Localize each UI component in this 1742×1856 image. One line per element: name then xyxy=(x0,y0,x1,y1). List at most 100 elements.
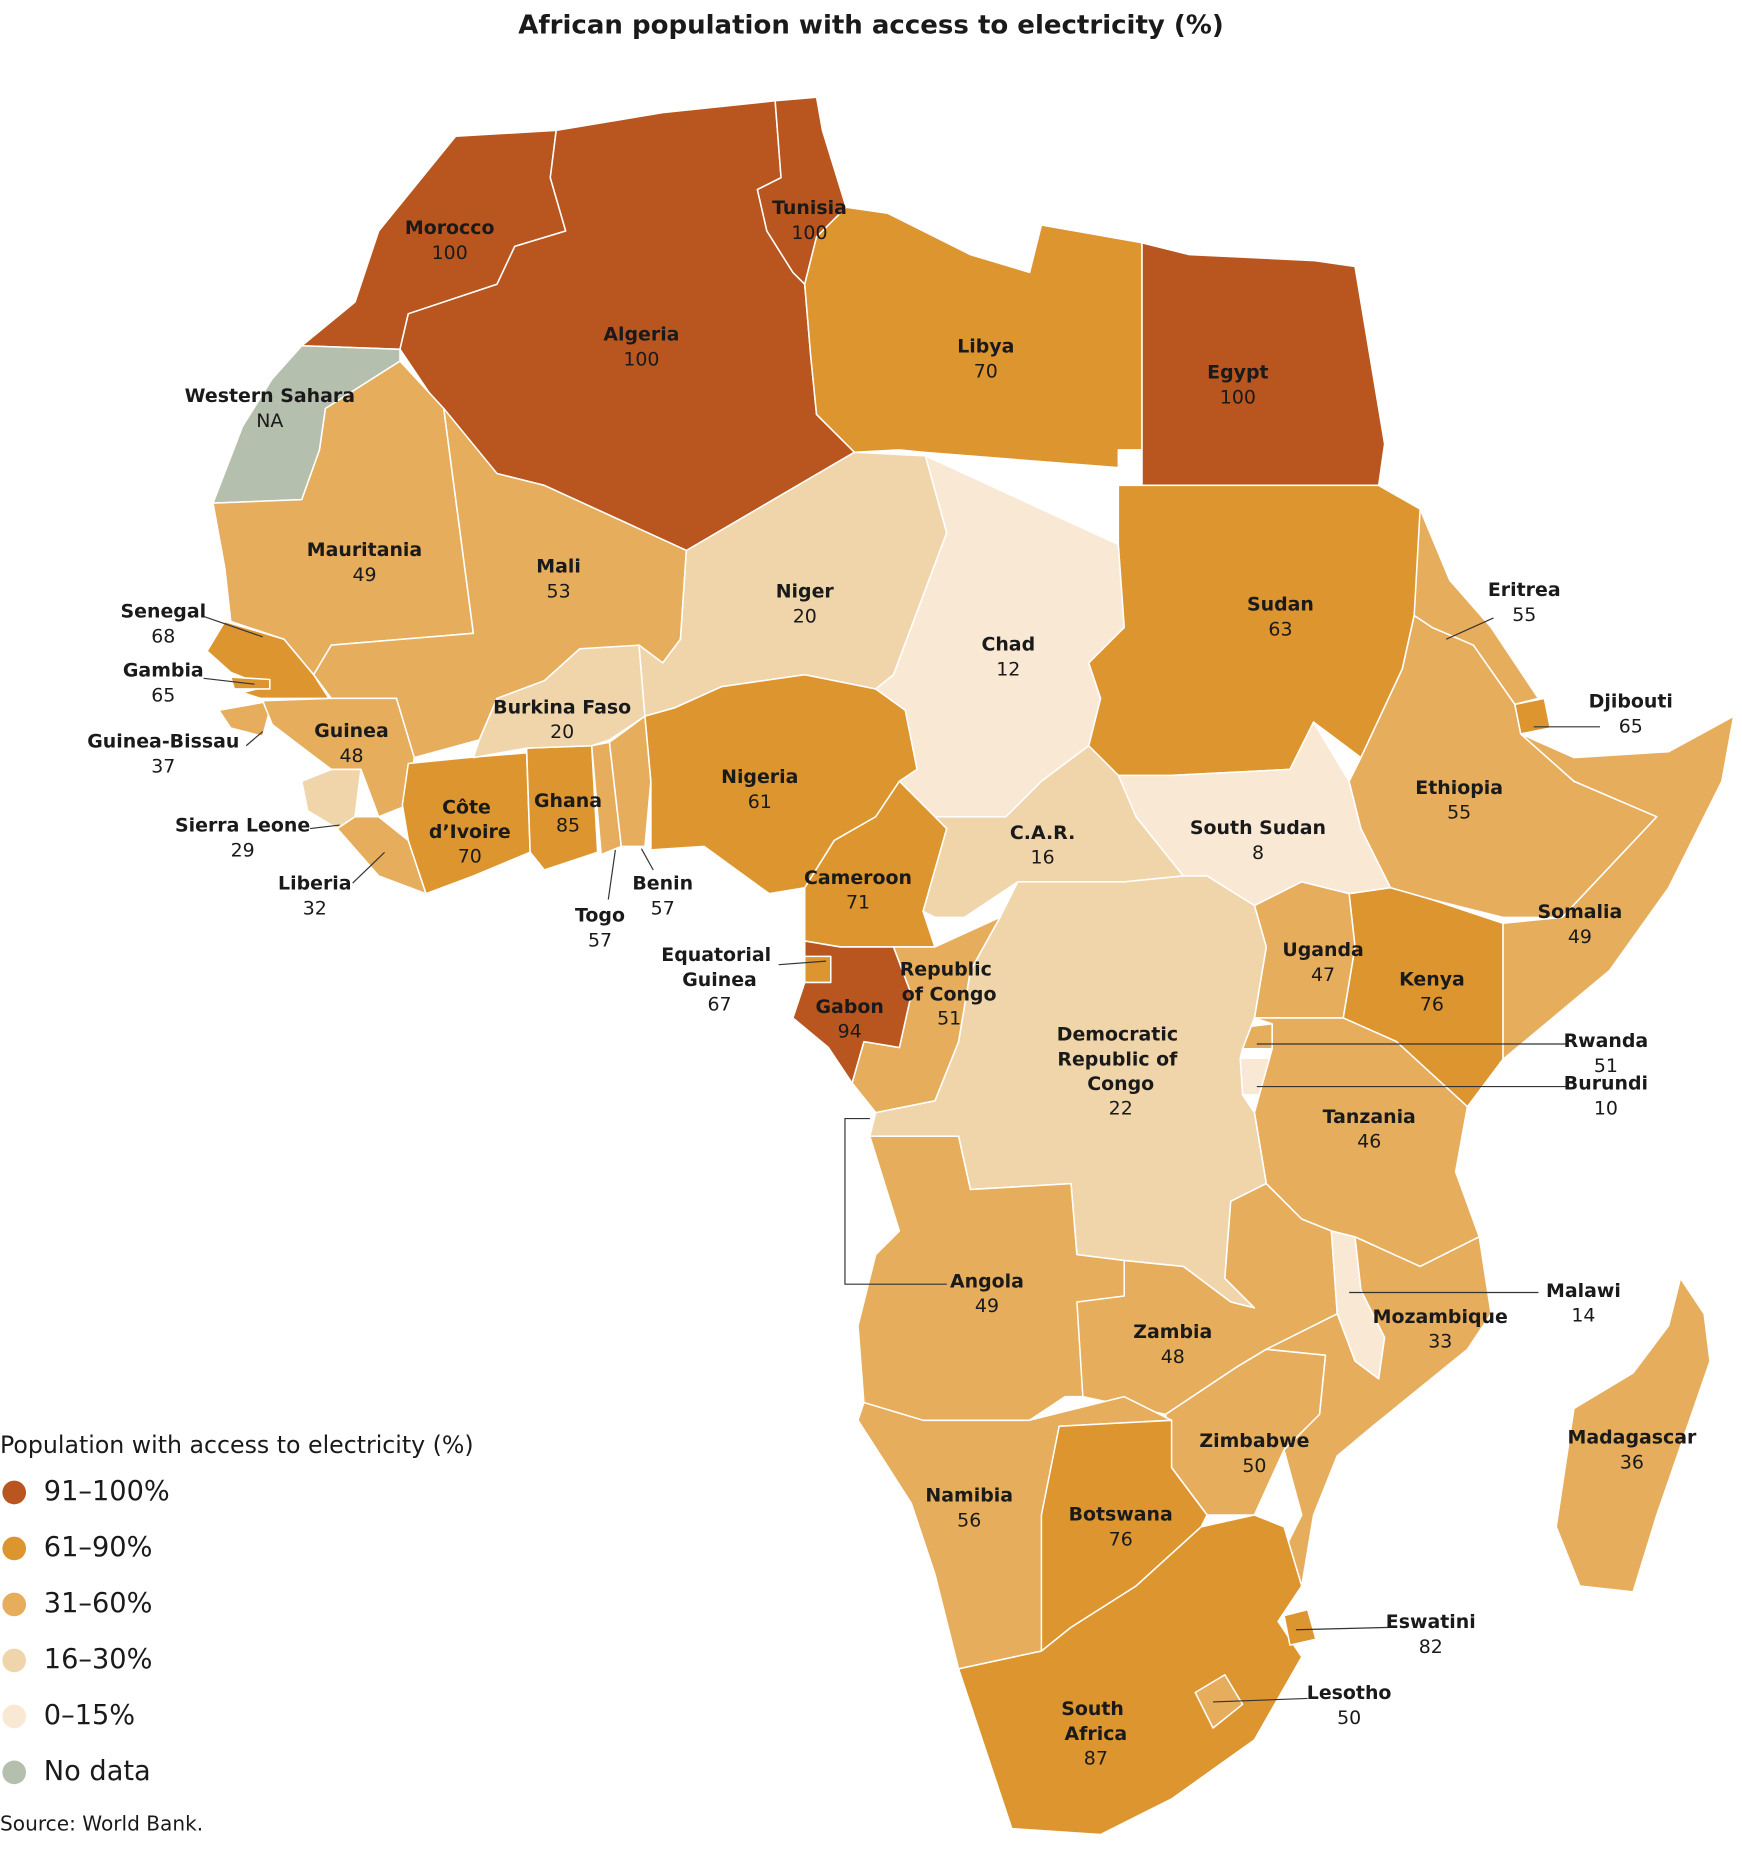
country-value: 57 xyxy=(588,930,612,952)
country-value: 94 xyxy=(838,1021,862,1043)
country-name: Republic of Congo xyxy=(900,958,999,1005)
country-name: Lesotho xyxy=(1307,1682,1392,1704)
country-name: Mozambique xyxy=(1373,1306,1508,1328)
country-value: 65 xyxy=(1619,715,1643,737)
country-name: Chad xyxy=(981,634,1035,656)
country-value: 55 xyxy=(1447,802,1471,824)
country-value: 53 xyxy=(547,580,571,602)
country-name: Sierra Leone xyxy=(175,815,310,837)
country xyxy=(803,955,832,984)
country-name: Côte d’Ivoire xyxy=(429,796,511,843)
country-name: Zimbabwe xyxy=(1199,1430,1309,1452)
country-name: Senegal xyxy=(121,601,207,623)
country-name: South Sudan xyxy=(1190,817,1326,839)
leader-line xyxy=(309,824,340,830)
country-value: 48 xyxy=(1161,1346,1185,1368)
country xyxy=(1555,1277,1711,1593)
country-name: Liberia xyxy=(278,873,352,895)
country-name: Ghana xyxy=(534,790,602,812)
legend-swatch xyxy=(2,1760,27,1785)
country-value: 65 xyxy=(151,685,175,707)
legend-label: 61–90% xyxy=(44,1532,153,1563)
country-name: Rwanda xyxy=(1564,1030,1649,1052)
leader-line xyxy=(778,960,827,966)
country-value: 47 xyxy=(1311,964,1335,986)
country-name: Niger xyxy=(776,580,835,602)
country-value: 67 xyxy=(707,993,731,1015)
country-name: Angola xyxy=(950,1270,1024,1292)
country-value: 70 xyxy=(458,845,482,867)
country-value: 87 xyxy=(1084,1747,1108,1769)
leader-line xyxy=(352,851,386,884)
country xyxy=(1265,1236,1492,1623)
legend-swatch xyxy=(2,1536,27,1561)
leader-line xyxy=(245,731,264,747)
country xyxy=(1502,715,1735,1061)
country-name: Burundi xyxy=(1564,1073,1648,1095)
country-value: 70 xyxy=(974,360,998,382)
country-name: South Africa xyxy=(1061,1698,1130,1745)
country-name: Burkina Faso xyxy=(493,696,631,718)
leader-line xyxy=(1445,617,1494,640)
legend-title: Population with access to electricity (%… xyxy=(0,1431,474,1459)
country-value: 57 xyxy=(651,898,675,920)
country-name: Togo xyxy=(575,905,625,927)
legend-swatch xyxy=(2,1592,27,1617)
country xyxy=(803,780,948,948)
country-value: 85 xyxy=(556,815,580,837)
leader-line xyxy=(1212,1697,1308,1703)
country xyxy=(1283,1608,1317,1646)
country-value: 76 xyxy=(1109,1528,1133,1550)
country-value: 68 xyxy=(151,625,175,647)
country-value: 12 xyxy=(996,659,1020,681)
country-value: 8 xyxy=(1252,842,1264,864)
country-value: 32 xyxy=(303,898,327,920)
leader-line xyxy=(640,848,654,871)
country-name: Algeria xyxy=(603,324,679,346)
country-name: Botswana xyxy=(1069,1503,1173,1525)
country-name: Madagascar xyxy=(1568,1427,1697,1449)
country-value: 100 xyxy=(623,348,659,370)
country-value: 49 xyxy=(352,564,376,586)
country-name: Eswatini xyxy=(1386,1611,1476,1633)
country xyxy=(206,620,330,700)
country-value: 37 xyxy=(151,756,175,778)
country-name: Democratic Republic of Congo xyxy=(1057,1023,1185,1095)
country-value: 14 xyxy=(1571,1305,1595,1327)
country-name: Uganda xyxy=(1282,939,1363,961)
country-value: 48 xyxy=(339,745,363,767)
country-value: 20 xyxy=(550,721,574,743)
country-value: 100 xyxy=(432,242,468,264)
country-name: Malawi xyxy=(1546,1280,1621,1302)
country-value: 50 xyxy=(1337,1707,1361,1729)
country-name: Sudan xyxy=(1247,593,1314,615)
country-name: Guinea-Bissau xyxy=(87,731,239,753)
country-value: 51 xyxy=(937,1008,961,1030)
country-value: 49 xyxy=(1568,926,1592,948)
chart-title: African population with access to electr… xyxy=(518,11,1224,41)
legend-swatch xyxy=(2,1704,27,1729)
country-value: 16 xyxy=(1031,847,1055,869)
country-value: 29 xyxy=(231,840,255,862)
country-name: Zambia xyxy=(1133,1321,1212,1343)
legend-label: No data xyxy=(44,1756,151,1787)
country-name: C.A.R. xyxy=(1010,822,1075,844)
country-name: Morocco xyxy=(405,217,495,239)
country-value: 36 xyxy=(1620,1451,1644,1473)
leader-line xyxy=(200,615,263,638)
country-name: Mauritania xyxy=(307,539,422,561)
country-name: Equatorial Guinea xyxy=(661,944,777,991)
country xyxy=(212,360,475,676)
country xyxy=(472,644,646,759)
country-name: Namibia xyxy=(925,1485,1013,1507)
country-value: 100 xyxy=(1220,386,1256,408)
country-name: Somalia xyxy=(1537,901,1622,923)
country-name: Western Sahara xyxy=(185,385,355,407)
leader-line xyxy=(1295,1626,1391,1631)
country-name: Eritrea xyxy=(1488,579,1561,601)
country-value: 71 xyxy=(846,892,870,914)
legend-label: 0–15% xyxy=(44,1700,135,1731)
country-value: 10 xyxy=(1594,1098,1618,1120)
country-value: 100 xyxy=(791,222,827,244)
country-name: Libya xyxy=(957,335,1014,357)
